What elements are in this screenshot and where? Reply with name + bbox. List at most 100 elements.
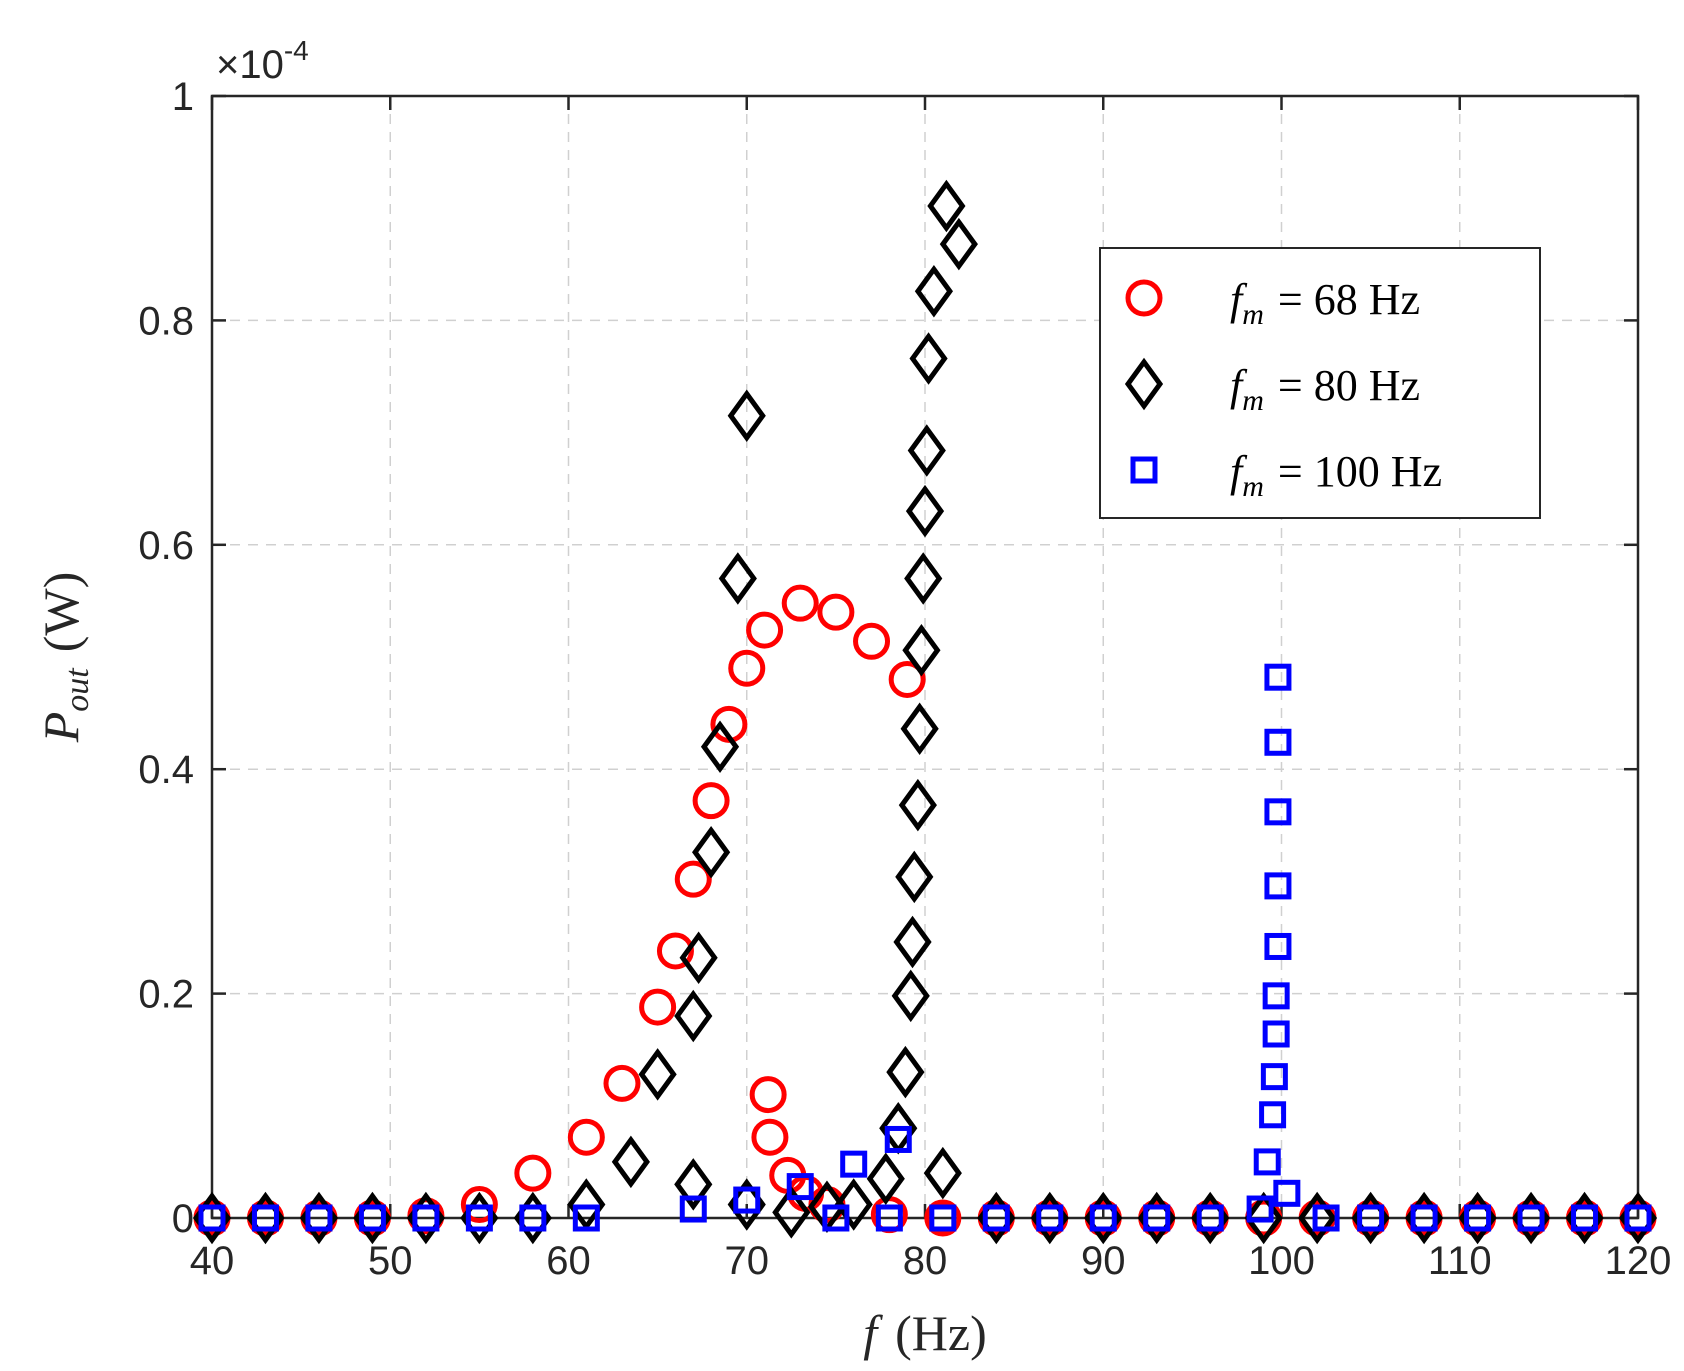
legend-box <box>1099 247 1541 519</box>
diamond-data-point <box>927 179 966 233</box>
square-data-point <box>305 1204 333 1232</box>
diamond-data-point <box>674 989 713 1043</box>
square-data-point <box>572 1204 600 1232</box>
square-data-point <box>733 1186 761 1214</box>
y-axis-multiplier: ×10-4 <box>216 35 309 87</box>
square-data-point <box>875 1204 903 1232</box>
square-data-point <box>1036 1204 1064 1232</box>
diamond-data-point <box>900 702 939 756</box>
square-data-point <box>1246 1195 1274 1223</box>
square-data-point <box>198 1204 226 1232</box>
legend-diamond-marker <box>1124 357 1164 411</box>
diamond-data-point <box>909 332 948 385</box>
circle-data-point <box>692 782 730 820</box>
square-data-point <box>822 1204 850 1232</box>
diamond-data-point <box>692 825 731 879</box>
y-tick-label: 0.2 <box>138 973 194 1017</box>
diamond-data-point <box>904 552 943 605</box>
x-tick-label: 80 <box>903 1239 948 1283</box>
diamond-data-point <box>718 552 757 605</box>
square-data-point <box>358 1204 386 1232</box>
diamond-data-point <box>1298 1191 1337 1245</box>
square-data-point <box>1262 982 1290 1010</box>
diamond-data-point <box>898 778 937 832</box>
square-data-point <box>786 1173 814 1201</box>
square-data-point <box>929 1204 957 1232</box>
square-data-point <box>840 1150 868 1178</box>
circle-data-point <box>751 1118 789 1156</box>
legend-circle-marker <box>1125 279 1163 317</box>
circle-data-point <box>746 611 784 649</box>
square-data-point <box>1143 1204 1171 1232</box>
square-data-point <box>465 1204 493 1232</box>
circle-data-point <box>728 649 766 687</box>
diamond-data-point <box>893 915 932 969</box>
circle-data-point <box>749 1076 787 1114</box>
diamond-data-point <box>772 1186 811 1239</box>
diamond-data-point <box>834 1178 873 1231</box>
square-data-point <box>1624 1204 1652 1232</box>
square-data-point <box>1253 1148 1281 1176</box>
x-tick-label: 60 <box>546 1239 591 1283</box>
square-data-point <box>884 1125 912 1153</box>
square-data-point <box>1312 1204 1340 1232</box>
diamond-data-point <box>895 850 934 904</box>
y-tick-label: 0 <box>172 1197 194 1241</box>
square-data-point <box>519 1204 547 1232</box>
square-data-point <box>1264 728 1292 756</box>
y-tick-label: 0.6 <box>138 524 194 568</box>
circle-data-point <box>656 932 694 970</box>
diamond-data-point <box>905 484 945 538</box>
square-data-point <box>1264 663 1292 691</box>
square-data-point <box>1357 1204 1385 1232</box>
y-tick-label: 0.8 <box>138 299 194 343</box>
legend-square-marker <box>1130 456 1158 484</box>
square-data-point <box>1517 1204 1545 1232</box>
square-data-point <box>1259 1101 1287 1129</box>
diamond-data-point <box>891 969 930 1023</box>
circle-data-point <box>514 1154 552 1192</box>
square-data-point <box>1264 798 1292 826</box>
x-tick-label: 90 <box>1081 1239 1126 1283</box>
square-data-point <box>1410 1204 1438 1232</box>
square-data-point <box>679 1195 707 1223</box>
square-data-point <box>1273 1179 1301 1207</box>
square-data-point <box>1196 1204 1224 1232</box>
data-markers <box>192 179 1658 1245</box>
circle-data-point <box>674 860 712 898</box>
circle-data-point <box>567 1118 605 1156</box>
x-tick-label: 100 <box>1248 1239 1315 1283</box>
circle-data-point <box>639 988 677 1026</box>
square-data-point <box>1464 1204 1492 1232</box>
y-axis-label: Pout(W) <box>33 572 96 744</box>
diamond-data-point <box>1244 1191 1283 1245</box>
square-data-point <box>251 1204 279 1232</box>
diamond-data-point <box>914 264 954 318</box>
y-tick-label: 0.4 <box>138 748 194 792</box>
x-tick-label: 110 <box>1428 1239 1492 1283</box>
x-tick-label: 40 <box>190 1239 235 1283</box>
diamond-data-point <box>907 424 946 477</box>
axis-labels: 40 50 60 70 80 90 100 110 120 0 0.2 0.4 0.6 0.8 1 ×10-4… <box>33 35 1671 1361</box>
square-data-point <box>1264 872 1292 900</box>
circle-data-point <box>781 584 819 622</box>
diamond-data-point <box>886 1045 925 1099</box>
diamond-data-point <box>923 1146 962 1200</box>
series-2 <box>198 663 1652 1232</box>
diamond-data-point <box>866 1152 905 1205</box>
circle-data-point <box>924 1199 962 1237</box>
diamond-data-point <box>674 1158 713 1211</box>
diamond-data-point <box>679 931 718 984</box>
diamond-data-point <box>638 1048 677 1101</box>
diamond-data-point <box>902 624 941 677</box>
x-tick-label: 120 <box>1605 1239 1672 1283</box>
square-data-point <box>1264 932 1292 960</box>
diamond-data-point <box>700 720 740 774</box>
square-data-point <box>1571 1204 1599 1232</box>
square-data-point <box>982 1204 1010 1232</box>
diamond-data-point <box>727 389 766 443</box>
square-data-point <box>1262 1020 1290 1048</box>
